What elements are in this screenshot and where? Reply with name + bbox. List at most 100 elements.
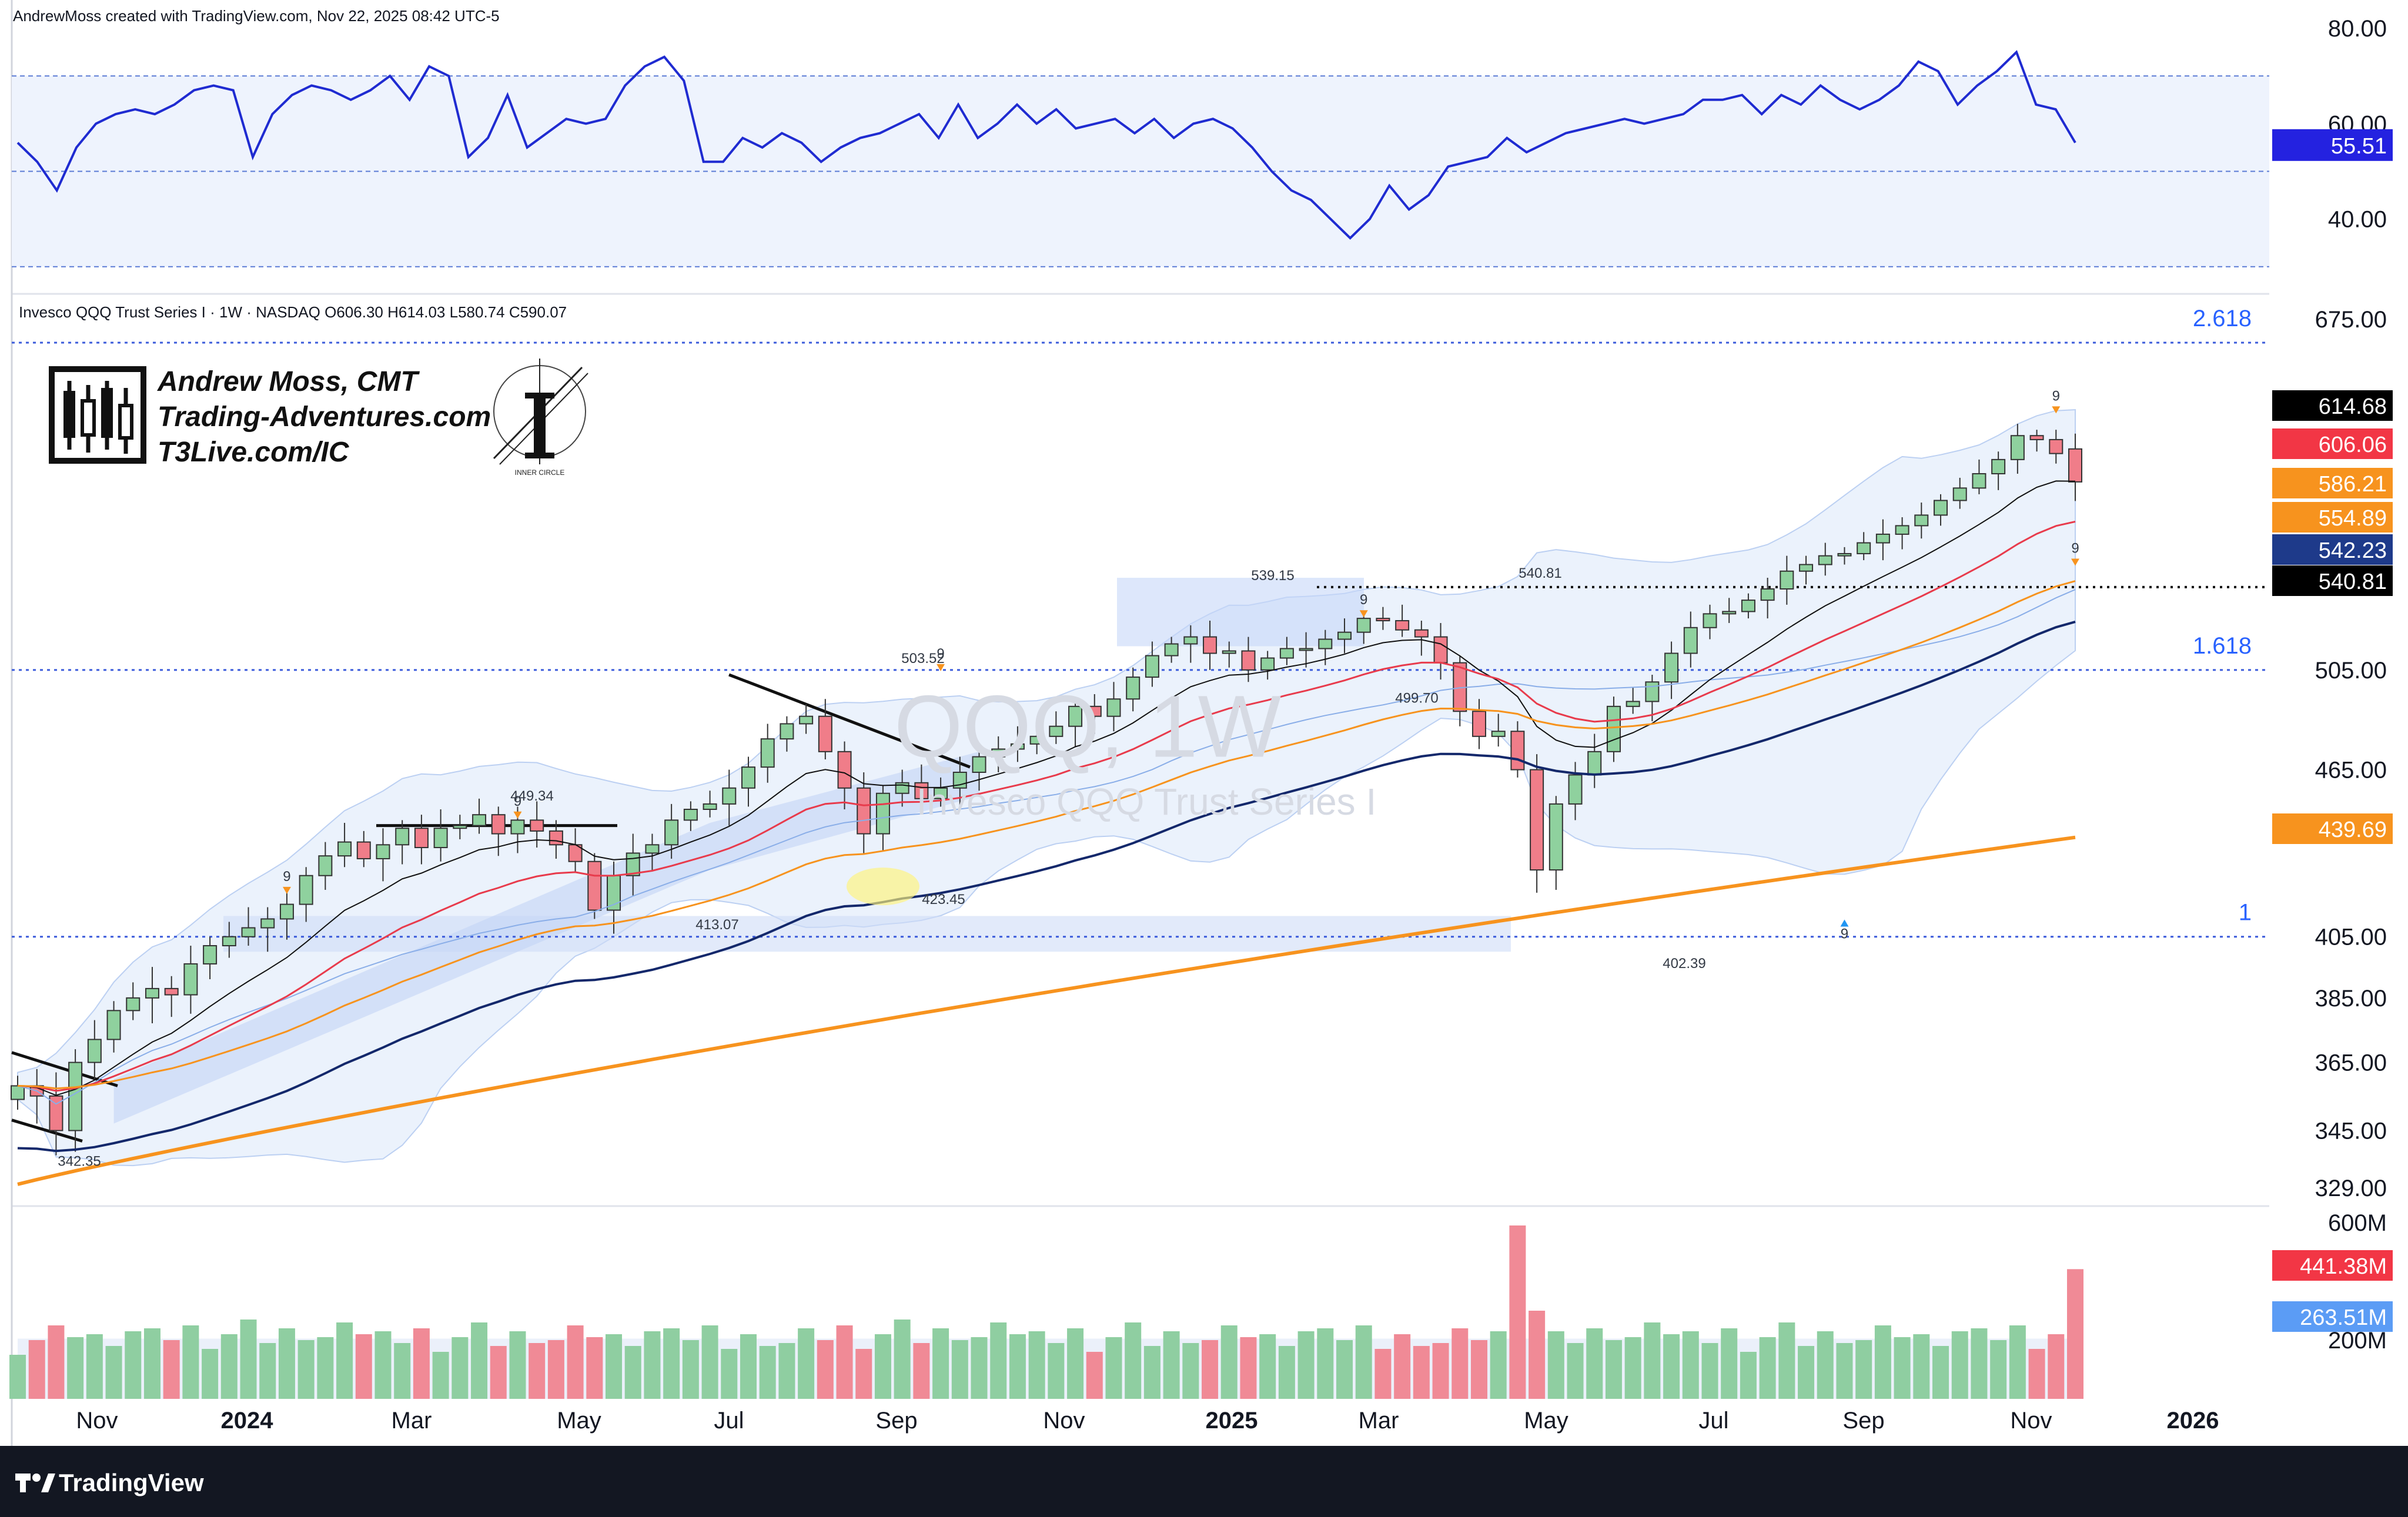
volume-bar bbox=[663, 1328, 680, 1399]
volume-badge-label-0: 441.38M bbox=[2300, 1254, 2387, 1279]
price-badge-label-6: 439.69 bbox=[2319, 818, 2387, 842]
volume-bar bbox=[644, 1331, 661, 1399]
candle-body bbox=[1875, 533, 1890, 544]
volume-bar bbox=[1971, 1328, 1988, 1399]
x-tick-10: Jul bbox=[1698, 1408, 1728, 1434]
candle-body bbox=[395, 828, 410, 846]
x-tick-8: Mar bbox=[1359, 1408, 1399, 1434]
footer-bar bbox=[0, 1446, 2408, 1517]
ema-40-line bbox=[17, 580, 2076, 1090]
candle-body bbox=[1299, 648, 1313, 651]
volume-bar bbox=[1990, 1340, 2007, 1399]
volume-bar bbox=[48, 1325, 65, 1399]
rsi-value-badge-label: 55.51 bbox=[2331, 134, 2387, 159]
volume-bar bbox=[125, 1331, 142, 1399]
td-nine-label-5: 9 bbox=[2071, 541, 2079, 557]
x-tick-4: Jul bbox=[714, 1408, 744, 1434]
volume-bar bbox=[740, 1334, 757, 1399]
td-nine-label-6: 9 bbox=[1841, 926, 1848, 942]
volume-bar bbox=[471, 1322, 488, 1399]
candle-body bbox=[1664, 652, 1679, 683]
candle-body bbox=[1780, 570, 1794, 590]
price-annotation-8: 342.35 bbox=[58, 1153, 101, 1169]
x-tick-9: May bbox=[1524, 1408, 1568, 1434]
rsi-line bbox=[16, 50, 2076, 240]
volume-bar bbox=[1028, 1331, 1045, 1399]
volume-bar bbox=[1470, 1340, 1487, 1399]
candle-body bbox=[1010, 743, 1025, 750]
candle-body bbox=[164, 987, 179, 996]
volume-pane[interactable] bbox=[9, 1225, 2083, 1399]
volume-bar bbox=[1220, 1325, 1238, 1399]
volume-bar bbox=[1374, 1349, 1392, 1399]
sma-50-line bbox=[17, 620, 2076, 1153]
x-tick-7: 2025 bbox=[1206, 1408, 1258, 1434]
rsi-value-badge bbox=[2272, 129, 2393, 161]
volume-bar bbox=[182, 1325, 199, 1399]
candle-body bbox=[356, 841, 371, 859]
candle-body bbox=[1203, 636, 1218, 654]
volume-tick-0: 600M bbox=[2328, 1210, 2387, 1236]
candle-body bbox=[857, 787, 871, 835]
rsi-pane[interactable] bbox=[12, 50, 2269, 267]
header-credit: AndrewMoss created with TradingView.com,… bbox=[13, 7, 500, 25]
volume-bar bbox=[894, 1320, 911, 1399]
price-pane[interactable]: 2.618 1.618 1 449.34 413.07 503.52 423.45 539.1… bbox=[11, 306, 2269, 1186]
price-badge-5 bbox=[2272, 565, 2393, 596]
candle-body bbox=[2010, 435, 2025, 460]
price-annotation-1: 413.07 bbox=[695, 917, 738, 933]
price-badge-6 bbox=[2272, 813, 2393, 844]
volume-bar bbox=[1951, 1331, 1968, 1399]
x-tick-1: 2024 bbox=[221, 1408, 274, 1434]
volume-bar bbox=[1202, 1340, 1219, 1399]
volume-bar bbox=[1086, 1352, 1103, 1399]
td-nine-label-4: 9 bbox=[2052, 388, 2060, 404]
candle-body bbox=[1857, 542, 1871, 554]
downtrend-line bbox=[728, 673, 971, 769]
volume-bar bbox=[317, 1337, 334, 1399]
price-badge-label-1: 606.06 bbox=[2319, 433, 2387, 457]
candle-body bbox=[1279, 648, 1294, 659]
volume-bar bbox=[1432, 1343, 1449, 1399]
candle-body bbox=[299, 875, 313, 905]
volume-bar bbox=[1874, 1325, 1891, 1399]
td-nine-arrow-icon bbox=[1840, 919, 1849, 927]
candle-body bbox=[1356, 618, 1371, 633]
volume-bar bbox=[1855, 1340, 1872, 1399]
candle-body bbox=[453, 825, 467, 829]
price-tick-1: 505.00 bbox=[2315, 658, 2387, 684]
price-annotation-6: 540.81 bbox=[1519, 565, 1561, 581]
candle-body bbox=[799, 715, 814, 725]
volume-bar bbox=[1529, 1311, 1546, 1399]
candle-body bbox=[895, 782, 909, 794]
volume-bar bbox=[490, 1346, 507, 1399]
volume-bar bbox=[1355, 1325, 1372, 1399]
volume-bar bbox=[1259, 1334, 1276, 1399]
candle-body bbox=[2049, 438, 2063, 454]
volume-bar bbox=[913, 1343, 930, 1399]
volume-bar bbox=[202, 1349, 219, 1399]
resistance-zone-box bbox=[1117, 578, 1364, 647]
volume-bar bbox=[1586, 1328, 1603, 1399]
price-badge-0 bbox=[2272, 390, 2393, 421]
volume-bar bbox=[1894, 1337, 1911, 1399]
candle-body bbox=[318, 855, 333, 876]
volume-bar bbox=[836, 1325, 853, 1399]
candle-body bbox=[1510, 731, 1525, 771]
bollinger-cloud bbox=[17, 409, 2076, 1167]
candles-logo-icon bbox=[49, 366, 146, 464]
x-tick-11: Sep bbox=[1842, 1408, 1884, 1434]
volume-bar bbox=[2067, 1269, 2083, 1399]
candle-body bbox=[722, 787, 737, 805]
price-badge-2 bbox=[2272, 468, 2393, 498]
volume-tick-1: 200M bbox=[2328, 1328, 2387, 1354]
rsi-tick-0: 80.00 bbox=[2328, 16, 2387, 42]
td-nine-arrow-icon bbox=[513, 811, 522, 819]
volume-bar bbox=[874, 1334, 891, 1399]
candle-body bbox=[1760, 588, 1775, 601]
candle-body bbox=[279, 903, 294, 920]
volume-bar bbox=[1701, 1343, 1718, 1399]
candle-body bbox=[1433, 636, 1448, 664]
candle-body bbox=[1471, 711, 1486, 737]
candle-body bbox=[510, 819, 525, 835]
